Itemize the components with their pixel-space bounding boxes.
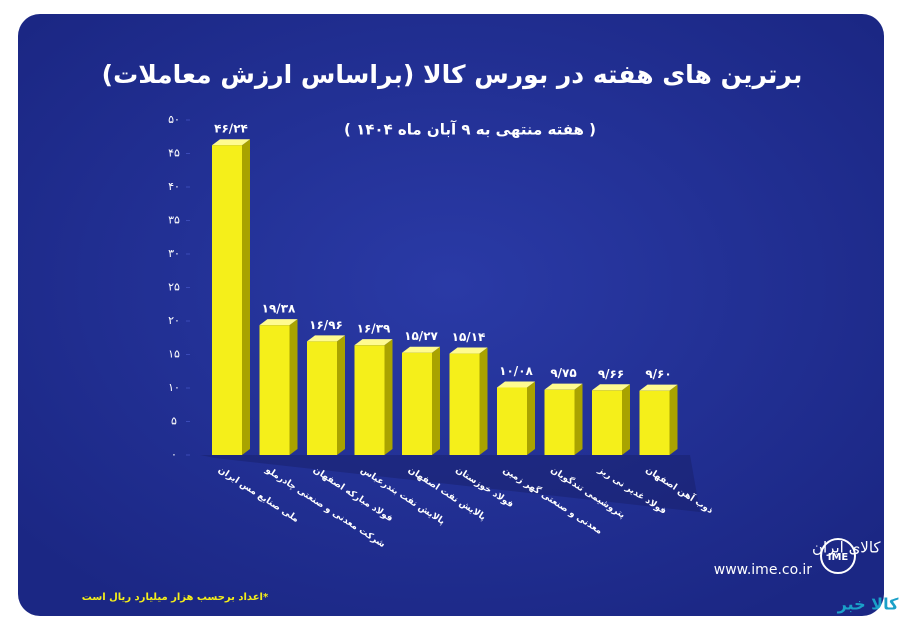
bar-top: [212, 139, 250, 146]
bar-top: [259, 319, 298, 326]
bar-top: [592, 384, 630, 391]
bar-side: [622, 384, 630, 455]
bar: [212, 145, 242, 455]
bar-top: [402, 346, 440, 353]
bar-top: [354, 339, 393, 346]
bar-top: [497, 381, 535, 388]
bar-top: [449, 347, 488, 354]
bar-top: [544, 383, 583, 390]
brand-name: بورس کالای ایران: [812, 539, 903, 557]
bar: [354, 345, 385, 455]
brand-url: www.ime.co.ir: [714, 562, 812, 578]
y-tick-label: ۴۵: [168, 147, 180, 160]
bar-top: [307, 335, 345, 342]
y-tick-label: ۲۰: [168, 314, 180, 327]
y-tick-label: ۳۵: [168, 214, 180, 227]
y-tick-label: ۵: [171, 415, 177, 428]
watermark: کالا خبر: [837, 595, 900, 614]
bar: [307, 341, 337, 455]
y-tick-label: ۳۰: [168, 247, 180, 260]
y-tick-label: ۱۰: [168, 381, 180, 394]
bar-side: [289, 319, 298, 455]
y-tick-label: ۰: [171, 448, 177, 461]
y-tick-label: ۴۰: [168, 180, 180, 193]
value-label: ۱۶/۹۶: [309, 318, 343, 332]
value-label: ۱۵/۱۴: [452, 330, 486, 344]
value-label: ۱۰/۰۸: [499, 364, 533, 378]
floor: [200, 455, 700, 512]
bar: [449, 353, 480, 455]
bar: [544, 389, 575, 455]
panel: [18, 14, 884, 616]
y-tick-label: ۵۰: [168, 113, 180, 126]
bar: [592, 390, 622, 455]
bar-side: [337, 335, 345, 455]
chart-title: برترین های هفته در بورس کالا (براساس ارز…: [102, 60, 803, 90]
logo-mark: IME: [828, 552, 849, 563]
bar-side: [574, 383, 583, 455]
bar-side: [669, 384, 678, 455]
value-label: ۹/۶۰: [645, 367, 671, 381]
value-label: ۹/۷۵: [550, 366, 576, 380]
chart-subtitle: ( هفته منتهی به ۹ آبان ماه ۱۴۰۴ ): [344, 121, 596, 139]
bar-side: [242, 139, 250, 455]
y-tick-label: ۲۵: [168, 281, 180, 294]
bar-side: [432, 346, 440, 455]
bar-side: [479, 347, 488, 455]
logo-ring: [820, 538, 856, 574]
value-label: ۱۹/۳۸: [262, 302, 296, 316]
bar: [259, 325, 290, 455]
value-label: ۴۶/۲۴: [214, 122, 248, 136]
bar: [402, 352, 432, 455]
bar-side: [384, 339, 393, 455]
bar: [639, 390, 670, 455]
value-label: ۹/۶۶: [598, 367, 624, 381]
footnote: *اعداد برحسب هزار میلیارد ریال است: [82, 592, 269, 603]
bar: [497, 387, 527, 455]
bar-side: [527, 381, 535, 455]
bar-top: [639, 384, 678, 391]
value-label: ۱۶/۳۹: [357, 322, 391, 336]
y-tick-label: ۱۵: [168, 348, 180, 361]
value-label: ۱۵/۲۷: [404, 329, 438, 343]
